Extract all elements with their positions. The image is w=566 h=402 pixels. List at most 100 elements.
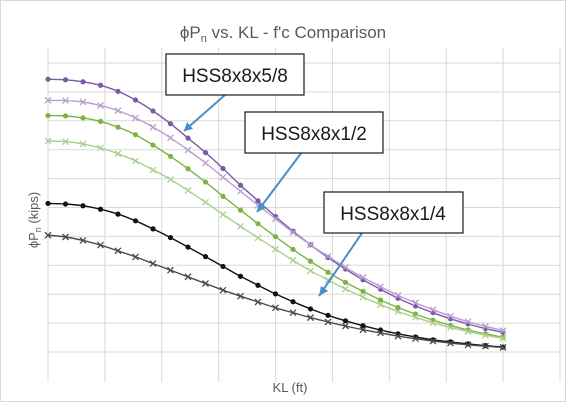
- data-point: [289, 309, 297, 317]
- x-axis-label: KL (ft): [273, 380, 308, 395]
- data-point: [237, 273, 244, 279]
- callout-label: HSS8x8x1/4: [340, 204, 446, 225]
- callout-label: HSS8x8x5/8: [182, 66, 288, 87]
- data-point: [62, 77, 69, 83]
- callout-box: [165, 53, 305, 96]
- callout-arrowhead: [319, 286, 328, 296]
- callout-arrowhead: [184, 122, 193, 131]
- data-point: [237, 292, 244, 300]
- data-point: [447, 323, 454, 331]
- data-point: [150, 226, 156, 232]
- data-point: [79, 98, 87, 106]
- data-point: [44, 96, 52, 104]
- data-point: [290, 228, 296, 234]
- data-point: [132, 253, 139, 261]
- data-point: [167, 266, 174, 274]
- data-point: [62, 113, 69, 119]
- data-point: [167, 121, 174, 127]
- data-point: [149, 123, 157, 131]
- data-point: [429, 337, 437, 345]
- data-point: [202, 280, 209, 287]
- data-point: [219, 173, 227, 181]
- data-point: [132, 114, 139, 122]
- data-point: [62, 138, 69, 146]
- data-point: [342, 318, 349, 324]
- data-point: [377, 301, 384, 309]
- data-point: [395, 304, 401, 311]
- data-point: [184, 186, 192, 194]
- data-point: [185, 244, 191, 250]
- callout-arrow: [318, 232, 363, 297]
- data-point: [307, 267, 314, 275]
- data-point: [237, 222, 244, 230]
- data-point: [185, 166, 191, 172]
- data-point: [255, 198, 261, 204]
- data-point: [412, 313, 419, 321]
- data-point: [220, 165, 226, 172]
- data-point: [307, 241, 314, 249]
- data-point: [115, 124, 121, 130]
- series-5: [44, 231, 507, 351]
- chart-title-main: ϕP: [180, 23, 201, 42]
- data-point: [114, 107, 122, 115]
- data-point: [184, 273, 192, 281]
- data-point: [97, 206, 104, 212]
- data-point: [202, 198, 209, 206]
- data-point: [272, 234, 279, 240]
- data-point: [167, 134, 174, 142]
- data-point: [167, 153, 174, 159]
- data-point: [132, 157, 139, 165]
- data-point: [464, 318, 472, 326]
- y-axis-label: ϕPn (kips): [26, 192, 43, 248]
- data-point: [377, 283, 384, 291]
- data-point: [377, 329, 384, 337]
- data-point: [342, 263, 349, 271]
- data-point: [62, 201, 69, 207]
- data-point: [447, 339, 454, 347]
- gridlines: [47, 48, 561, 382]
- data-point: [97, 102, 104, 109]
- data-point: [97, 118, 104, 124]
- data-point: [202, 149, 209, 156]
- data-point: [307, 306, 314, 312]
- data-point: [237, 207, 244, 213]
- data-point: [80, 115, 86, 121]
- callout-arrowhead: [257, 202, 266, 212]
- chart-title-rest: vs. KL - f'c Comparison: [207, 23, 386, 42]
- data-point: [254, 234, 262, 242]
- data-point: [80, 79, 86, 85]
- data-point: [97, 144, 104, 152]
- series-layer: [44, 76, 507, 351]
- data-point: [289, 256, 297, 264]
- data-point: [202, 159, 209, 167]
- data-point: [150, 142, 156, 148]
- data-point: [79, 236, 87, 244]
- data-point: [114, 150, 122, 158]
- data-point: [132, 132, 139, 138]
- data-point: [499, 334, 507, 342]
- data-point: [97, 82, 104, 88]
- data-point: [254, 298, 262, 306]
- data-point: [429, 319, 437, 327]
- data-point: [342, 285, 349, 293]
- data-point: [219, 210, 227, 218]
- data-point: [272, 215, 279, 223]
- data-point: [132, 97, 139, 103]
- data-point: [202, 179, 209, 185]
- series-2: [45, 112, 506, 340]
- data-point: [412, 335, 419, 343]
- data-point: [220, 263, 226, 270]
- data-point: [325, 269, 331, 275]
- data-point: [290, 246, 296, 253]
- data-point: [44, 137, 52, 145]
- series-3: [44, 137, 507, 342]
- data-point: [272, 291, 279, 297]
- data-point: [149, 166, 157, 174]
- data-point: [482, 342, 489, 350]
- data-point: [360, 323, 366, 329]
- data-point: [185, 135, 191, 141]
- data-point: [167, 176, 174, 183]
- data-point: [359, 293, 367, 301]
- y-axis-label-rest: (kips): [26, 192, 41, 227]
